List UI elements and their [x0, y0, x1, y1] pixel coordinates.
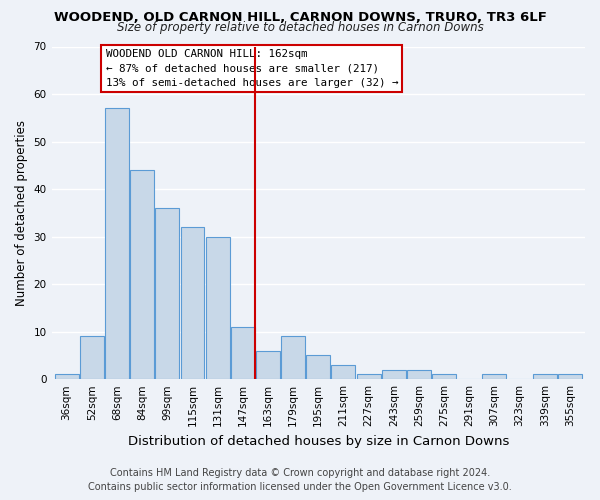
- Bar: [281, 336, 305, 379]
- Text: WOODEND, OLD CARNON HILL, CARNON DOWNS, TRURO, TR3 6LF: WOODEND, OLD CARNON HILL, CARNON DOWNS, …: [53, 11, 547, 24]
- X-axis label: Distribution of detached houses by size in Carnon Downs: Distribution of detached houses by size …: [128, 434, 509, 448]
- Bar: [331, 365, 355, 379]
- Bar: [407, 370, 431, 379]
- Bar: [181, 227, 205, 379]
- Bar: [206, 236, 230, 379]
- Bar: [155, 208, 179, 379]
- Bar: [55, 374, 79, 379]
- Bar: [432, 374, 456, 379]
- Text: Contains HM Land Registry data © Crown copyright and database right 2024.
Contai: Contains HM Land Registry data © Crown c…: [88, 468, 512, 492]
- Bar: [130, 170, 154, 379]
- Text: WOODEND OLD CARNON HILL: 162sqm
← 87% of detached houses are smaller (217)
13% o: WOODEND OLD CARNON HILL: 162sqm ← 87% of…: [106, 49, 398, 88]
- Bar: [533, 374, 557, 379]
- Text: Size of property relative to detached houses in Carnon Downs: Size of property relative to detached ho…: [116, 22, 484, 35]
- Bar: [105, 108, 129, 379]
- Bar: [307, 356, 330, 379]
- Bar: [382, 370, 406, 379]
- Bar: [558, 374, 582, 379]
- Bar: [482, 374, 506, 379]
- Bar: [356, 374, 380, 379]
- Bar: [80, 336, 104, 379]
- Bar: [256, 350, 280, 379]
- Y-axis label: Number of detached properties: Number of detached properties: [15, 120, 28, 306]
- Bar: [231, 327, 255, 379]
